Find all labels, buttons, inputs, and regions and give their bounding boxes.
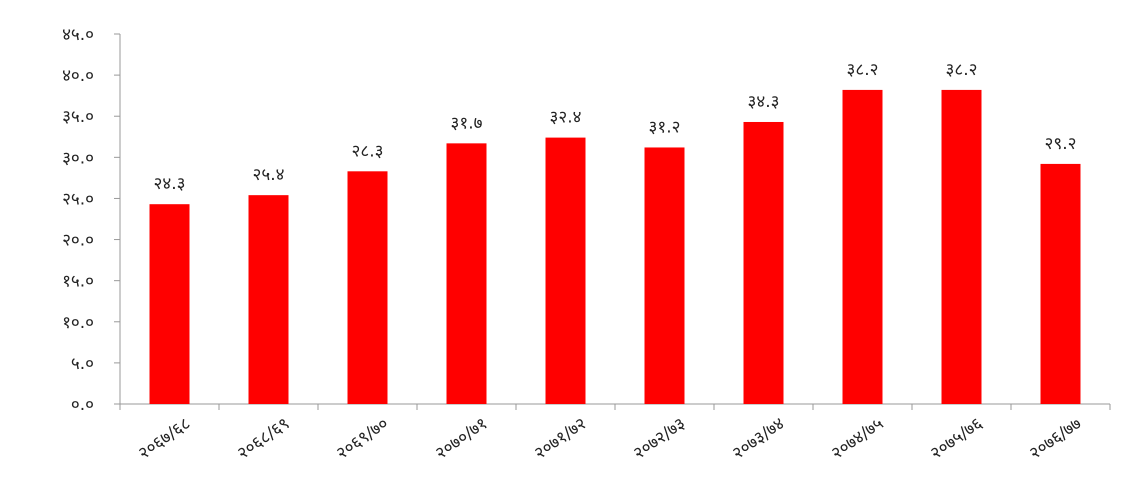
y-tick-label: ५.० (71, 354, 94, 374)
y-tick-label: ०.० (71, 395, 94, 415)
y-axis-ticks: ०.० ५.० १०.० १५.० २०.० २५.० ३०.० ३५.० ४०.० ४५.० (62, 25, 120, 415)
bar (149, 204, 190, 404)
data-label: ३१.७ (451, 113, 483, 133)
y-tick-label: २५.० (62, 189, 94, 209)
bar (446, 143, 487, 404)
data-label: ३४.३ (748, 92, 780, 112)
data-label: ३८.२ (847, 60, 879, 80)
x-axis-labels: २०६७/६८ २०६८/६९ २०६९/७० २०७०/७१ २०७१/७२ २०७२/… (135, 414, 1086, 464)
data-label: २८.३ (352, 141, 384, 161)
data-label: ३२.४ (550, 108, 582, 128)
data-label: ३१.२ (649, 117, 681, 137)
x-category-label: २०७४/७५ (828, 414, 888, 464)
x-category-label: २०७२/७३ (630, 414, 690, 464)
y-tick-label: २०.० (62, 231, 94, 251)
y-tick-label: ४०.० (62, 66, 94, 86)
bar (941, 89, 982, 405)
y-tick-label: ३५.० (62, 107, 94, 127)
bar (248, 195, 289, 404)
bar (1040, 163, 1081, 404)
data-label: ३८.२ (946, 60, 978, 80)
data-label: २५.४ (253, 165, 285, 185)
x-category-label: २०६९/७० (333, 414, 393, 464)
bar (545, 137, 586, 404)
x-category-label: २०७५/७६ (927, 414, 987, 464)
y-tick-label: १५.० (62, 272, 94, 292)
bar (644, 147, 685, 404)
x-category-label: २०७०/७१ (432, 414, 492, 464)
y-tick-label: ३०.० (62, 148, 94, 168)
data-label: २९.२ (1045, 134, 1077, 154)
chart-data-labels: २४.३ २५.४ २८.३ ३१.७ ३२.४ ३१.२ ३४.३ ३८.२ ३८.२ २९.२ (154, 60, 1077, 194)
y-tick-label: १०.० (62, 313, 94, 333)
x-category-label: २०७६/७७ (1026, 414, 1086, 464)
x-category-label: २०७३/७४ (729, 414, 789, 464)
x-category-label: २०६८/६९ (234, 414, 294, 464)
bar (347, 171, 388, 404)
chart-bars (149, 89, 1081, 405)
data-label: २४.३ (154, 174, 186, 194)
y-tick-label: ४५.० (62, 25, 94, 45)
x-category-label: २०७१/७२ (531, 414, 591, 464)
x-category-label: २०६७/६८ (135, 414, 195, 464)
bar (743, 121, 784, 404)
bar (842, 89, 883, 405)
